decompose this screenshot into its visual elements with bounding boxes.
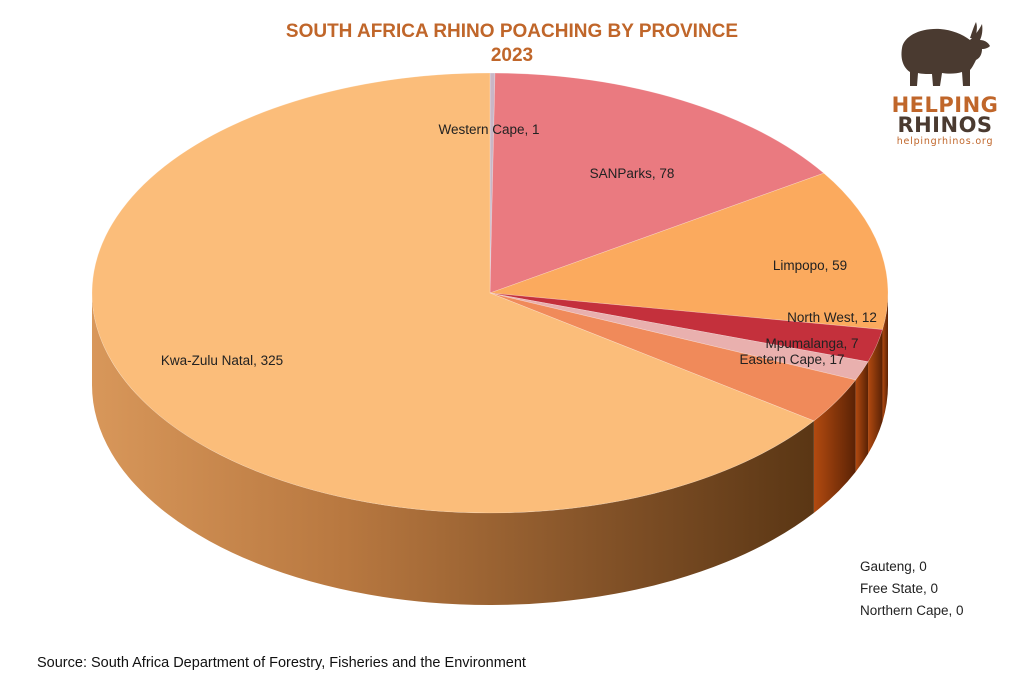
label-mpumalanga: Mpumalanga, 7 <box>765 336 858 351</box>
pie-slice-eastern-cape <box>489 292 857 422</box>
chart-title-line-1: SOUTH AFRICA RHINO POACHING BY PROVINCE <box>285 21 739 42</box>
label-north-west: North West, 12 <box>787 310 877 325</box>
logo-word-helping: HELPING <box>891 93 999 117</box>
rhino-silhouette-icon <box>901 22 990 86</box>
pie-slice-limpopo <box>489 172 889 330</box>
label-free-state: Free State, 0 <box>860 581 939 596</box>
pie-slice-north-west <box>489 292 883 363</box>
pie-side-kwa-zulu-natal <box>92 293 814 605</box>
pie-slice-sanparks <box>489 72 825 294</box>
chart-source: Source: South Africa Department of Fores… <box>37 655 526 671</box>
pie-slice-western-cape <box>489 72 496 294</box>
pie-side-eastern-cape <box>813 379 856 513</box>
pie-side-limpopo <box>882 293 888 422</box>
helping-rhinos-logo: HELPING RHINOS helpingrhinos.org <box>890 18 1000 148</box>
label-gauteng: Gauteng, 0 <box>860 559 927 574</box>
pie-slice-mpumalanga <box>489 292 869 381</box>
pie-side-north-west <box>868 329 883 454</box>
logo-word-rhinos: RHINOS <box>897 113 993 137</box>
pie-slice-labels: Western Cape, 1 SANParks, 78 Limpopo, 59 No… <box>161 122 877 368</box>
label-sanparks: SANParks, 78 <box>590 166 675 181</box>
chart-title-line-2: 2023 <box>490 45 534 66</box>
pie-side-mpumalanga <box>855 361 869 472</box>
label-limpopo: Limpopo, 59 <box>773 258 847 273</box>
pie-top-slices <box>91 72 889 514</box>
label-northern-cape: Northern Cape, 0 <box>860 603 964 618</box>
label-kwa-zulu-natal: Kwa-Zulu Natal, 325 <box>161 353 283 368</box>
logo-url: helpingrhinos.org <box>896 136 994 147</box>
pie-side-walls <box>92 293 888 605</box>
label-western-cape: Western Cape, 1 <box>438 122 539 137</box>
chart-title: SOUTH AFRICA RHINO POACHING BY PROVINCE … <box>0 20 1024 68</box>
pie-slice-kwa-zulu-natal <box>91 72 815 514</box>
label-eastern-cape: Eastern Cape, 17 <box>739 352 844 367</box>
